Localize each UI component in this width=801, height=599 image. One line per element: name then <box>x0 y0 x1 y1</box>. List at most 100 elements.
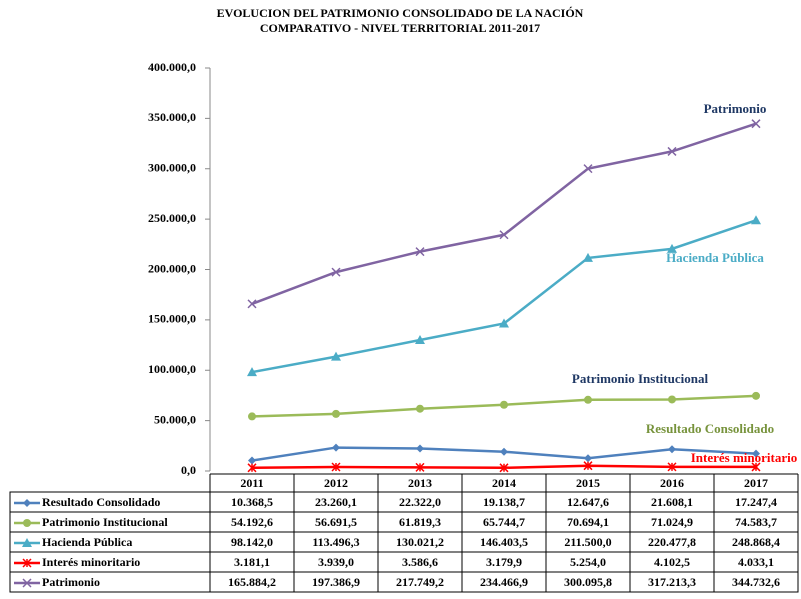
marker <box>23 499 31 507</box>
marker <box>247 463 257 473</box>
table-value: 248.868,4 <box>732 535 780 549</box>
marker <box>752 391 760 400</box>
marker <box>416 404 424 413</box>
chart-subtitle: COMPARATIVO - NIVEL TERRITORIAL 2011-201… <box>260 21 540 35</box>
series-annotation: Resultado Consolidado <box>646 421 774 436</box>
marker <box>416 444 424 453</box>
marker <box>667 462 677 472</box>
legend-label: Interés minoritario <box>42 555 140 569</box>
table-value: 130.021,2 <box>396 535 444 549</box>
table-value: 12.647,6 <box>567 495 609 509</box>
table-value: 17.247,4 <box>735 495 777 509</box>
marker <box>751 462 761 472</box>
series-annotation: Patrimonio <box>704 101 767 116</box>
table-value: 74.583,7 <box>735 515 777 529</box>
legend-label: Patrimonio Institucional <box>42 515 168 529</box>
table-value: 165.884,2 <box>228 575 276 589</box>
x-tick-label: 2015 <box>576 476 600 490</box>
marker <box>331 462 341 472</box>
table-value: 113.496,3 <box>312 535 359 549</box>
legend-label: Resultado Consolidado <box>42 495 160 509</box>
table-value: 19.138,7 <box>483 495 525 509</box>
table-value: 71.024,9 <box>651 515 693 529</box>
table-value: 65.744,7 <box>483 515 525 529</box>
series-annotation: Interés minoritario <box>691 450 798 465</box>
series-annotation: Hacienda Pública <box>666 250 764 265</box>
marker <box>668 445 676 454</box>
marker <box>583 461 593 471</box>
table-value: 234.466,9 <box>480 575 528 589</box>
x-tick-label: 2013 <box>408 476 432 490</box>
marker <box>584 395 592 404</box>
marker <box>667 146 677 156</box>
legend-label: Hacienda Pública <box>42 535 132 549</box>
y-tick-label: 400.000,0 <box>148 60 196 74</box>
table-value: 3.586,6 <box>402 555 438 569</box>
table-value: 10.368,5 <box>231 495 273 509</box>
marker <box>332 443 340 452</box>
marker <box>248 456 256 465</box>
marker <box>247 299 257 309</box>
series-line <box>251 219 757 374</box>
marker <box>415 335 425 345</box>
marker <box>499 463 509 473</box>
table-value: 344.732,6 <box>732 575 780 589</box>
table-value: 300.095,8 <box>564 575 612 589</box>
marker <box>668 395 676 404</box>
series-line <box>251 122 757 306</box>
marker <box>332 409 340 418</box>
y-tick-label: 350.000,0 <box>148 110 196 124</box>
table-value: 4.102,5 <box>654 555 690 569</box>
table-value: 21.608,1 <box>651 495 693 509</box>
table-value: 98.142,0 <box>231 535 273 549</box>
table-value: 61.819,3 <box>399 515 441 529</box>
marker <box>583 252 593 262</box>
legend-label: Patrimonio <box>42 575 100 589</box>
table-value: 3.939,0 <box>318 555 354 569</box>
x-tick-label: 2017 <box>744 476 768 490</box>
marker <box>499 230 509 240</box>
table-value: 22.322,0 <box>399 495 441 509</box>
table-value: 317.213,3 <box>648 575 696 589</box>
marker <box>500 400 508 409</box>
marker <box>22 538 32 547</box>
table-value: 211.500,0 <box>564 535 611 549</box>
marker <box>248 412 256 421</box>
y-tick-label: 200.000,0 <box>148 261 196 275</box>
y-tick-label: 50.000,0 <box>154 412 196 426</box>
marker <box>22 558 32 568</box>
table-value: 197.386,9 <box>312 575 360 589</box>
table-value: 217.749,2 <box>396 575 444 589</box>
x-tick-label: 2016 <box>660 476 684 490</box>
y-tick-label: 0,0 <box>181 463 196 477</box>
marker <box>499 318 509 328</box>
y-tick-label: 250.000,0 <box>148 211 196 225</box>
marker <box>22 578 32 588</box>
table-value: 70.694,1 <box>567 515 609 529</box>
x-tick-label: 2011 <box>240 476 263 490</box>
marker <box>751 119 761 129</box>
x-tick-label: 2014 <box>492 476 516 490</box>
table-value: 146.403,5 <box>480 535 528 549</box>
table-value: 4.033,1 <box>738 555 774 569</box>
table-value: 54.192,6 <box>231 515 273 529</box>
y-tick-label: 300.000,0 <box>148 161 196 175</box>
marker <box>667 243 677 253</box>
marker <box>752 449 760 458</box>
marker <box>247 367 257 377</box>
marker <box>583 164 593 174</box>
table-value: 56.691,5 <box>315 515 357 529</box>
marker <box>415 247 425 257</box>
table-value: 5.254,0 <box>570 555 606 569</box>
y-tick-label: 100.000,0 <box>148 362 196 376</box>
marker <box>415 462 425 472</box>
marker <box>23 519 31 527</box>
table-value: 23.260,1 <box>315 495 357 509</box>
table-value: 3.181,1 <box>234 555 270 569</box>
marker <box>331 351 341 361</box>
chart-title: EVOLUCION DEL PATRIMONIO CONSOLIDADO DE … <box>217 6 584 20</box>
marker <box>500 447 508 456</box>
table-value: 3.179,9 <box>486 555 522 569</box>
